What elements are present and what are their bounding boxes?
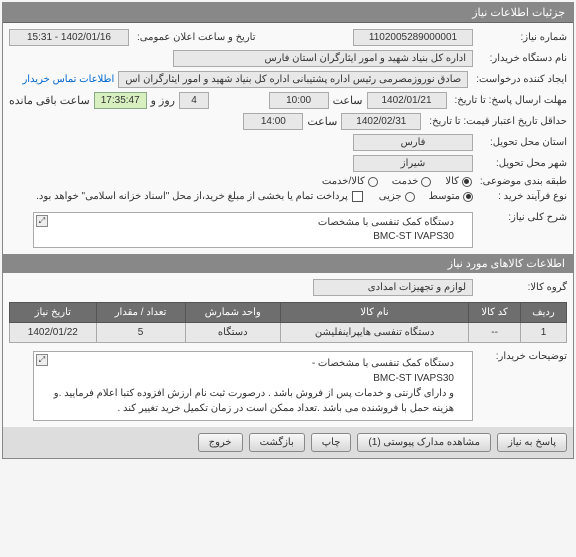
- category-radio-group: کالا خدمت کالا/خدمت: [322, 176, 472, 187]
- valid-label: حداقل تاریخ اعتبار قیمت: تا تاریخ:: [425, 116, 567, 127]
- radio-service[interactable]: خدمت: [392, 176, 432, 187]
- deadline-label: مهلت ارسال پاسخ: تا تاریخ:: [451, 95, 567, 106]
- time-label-1: ساعت: [333, 94, 363, 107]
- need-title-box: ⤢ دستگاه کمک تنفسی با مشخصات BMC-ST IVAP…: [33, 212, 473, 248]
- radio-part[interactable]: جزیی: [379, 191, 415, 202]
- desc-line3: و دارای گارنتی و خدمات پس از فروش باشد .…: [40, 386, 454, 416]
- announce-value: 1402/01/16 - 15:31: [9, 29, 129, 46]
- buyer-desc-box: ⤢ دستگاه کمک تنفسی با مشخصات - BMC-ST IV…: [33, 351, 473, 421]
- countdown: 17:35:47: [94, 92, 147, 109]
- respond-button[interactable]: پاسخ به نیاز: [497, 433, 567, 452]
- cell-unit: دستگاه: [185, 323, 280, 343]
- province-value: فارس: [353, 134, 473, 151]
- cell-code: --: [469, 323, 521, 343]
- th-unit: واحد شمارش: [185, 303, 280, 323]
- valid-date: 1402/02/31: [341, 113, 421, 130]
- form-area: شماره نیاز: 1102005289000001 تاریخ و ساع…: [3, 23, 573, 254]
- cell-qty: 5: [96, 323, 185, 343]
- expand-icon[interactable]: ⤢: [36, 354, 48, 366]
- creator-value: صادق نوروزمصرمی رئیس اداره پشتیبانی ادار…: [118, 71, 468, 88]
- desc-line2: BMC-ST IVAPS30: [40, 371, 454, 386]
- th-row: ردیف: [520, 303, 566, 323]
- treasury-checkbox[interactable]: [352, 191, 363, 202]
- footer-buttons: پاسخ به نیاز مشاهده مدارک پیوستی (1) چاپ…: [3, 427, 573, 458]
- need-title-label: شرح کلی نیاز:: [477, 212, 567, 223]
- table-row: 1 -- دستگاه تنفسی هایپراینفلیشن دستگاه 5…: [10, 323, 567, 343]
- desc-line1: دستگاه کمک تنفسی با مشخصات -: [40, 356, 454, 371]
- print-button[interactable]: چاپ: [311, 433, 352, 452]
- need-title-line2: BMC-ST IVAPS30: [40, 230, 454, 244]
- th-code: کد کالا: [469, 303, 521, 323]
- radio-dot-icon: [368, 177, 378, 187]
- radio-goods-service[interactable]: کالا/خدمت: [322, 176, 378, 187]
- announce-label: تاریخ و ساعت اعلان عمومی:: [133, 32, 256, 43]
- payment-note: پرداخت تمام یا بخشی از مبلغ خرید،از محل …: [36, 191, 348, 202]
- province-label: استان محل تحویل:: [477, 137, 567, 148]
- valid-time: 14:00: [243, 113, 303, 130]
- city-label: شهر محل تحویل:: [477, 158, 567, 169]
- process-radio-group: متوسط جزیی: [379, 191, 473, 202]
- days-left: 4: [179, 92, 209, 109]
- items-area: گروه کالا: لوازم و تجهیزات امدادی ردیف ک…: [3, 273, 573, 427]
- buyer-desc-label: توضیحات خریدار:: [477, 351, 567, 362]
- attachments-button[interactable]: مشاهده مدارک پیوستی (1): [357, 433, 491, 452]
- items-table: ردیف کد کالا نام کالا واحد شمارش تعداد /…: [9, 302, 567, 343]
- group-value: لوازم و تجهیزات امدادی: [313, 279, 473, 296]
- th-date: تاریخ نیاز: [10, 303, 97, 323]
- cell-row: 1: [520, 323, 566, 343]
- radio-dot-icon: [463, 192, 473, 202]
- buyer-label: نام دستگاه خریدار:: [477, 53, 567, 64]
- time-label-2: ساعت: [307, 115, 337, 128]
- radio-dot-icon: [405, 192, 415, 202]
- radio-dot-icon: [421, 177, 431, 187]
- radio-goods[interactable]: کالا: [445, 176, 472, 187]
- radio-dot-icon: [462, 177, 472, 187]
- th-name: نام کالا: [280, 303, 468, 323]
- cell-date: 1402/01/22: [10, 323, 97, 343]
- category-label: طبقه بندی موضوعی:: [476, 176, 567, 187]
- buyer-value: اداره کل بنیاد شهید و امور ایثارگران است…: [173, 50, 473, 67]
- cell-name: دستگاه تنفسی هایپراینفلیشن: [280, 323, 468, 343]
- deadline-time: 10:00: [269, 92, 329, 109]
- process-label: نوع فرآیند خرید :: [477, 191, 567, 202]
- city-value: شیراز: [353, 155, 473, 172]
- group-label: گروه کالا:: [477, 282, 567, 293]
- exit-button[interactable]: خروج: [198, 433, 243, 452]
- deadline-date: 1402/01/21: [367, 92, 447, 109]
- th-qty: تعداد / مقدار: [96, 303, 185, 323]
- day-and-label: روز و: [151, 94, 175, 107]
- remaining-label: ساعت باقی مانده: [9, 94, 90, 107]
- need-no-label: شماره نیاز:: [477, 32, 567, 43]
- contact-link[interactable]: اطلاعات تماس خریدار: [22, 74, 114, 85]
- back-button[interactable]: بازگشت: [249, 433, 305, 452]
- need-no-value: 1102005289000001: [353, 29, 473, 46]
- creator-label: ایجاد کننده درخواست:: [472, 74, 567, 85]
- need-details-panel: جزئیات اطلاعات نیاز شماره نیاز: 11020052…: [2, 2, 574, 459]
- items-header: اطلاعات کالاهای مورد نیاز: [3, 254, 573, 273]
- radio-mid[interactable]: متوسط: [429, 191, 473, 202]
- panel-title: جزئیات اطلاعات نیاز: [3, 3, 573, 23]
- expand-icon[interactable]: ⤢: [36, 215, 48, 227]
- need-title-line1: دستگاه کمک تنفسی با مشخصات: [40, 216, 454, 230]
